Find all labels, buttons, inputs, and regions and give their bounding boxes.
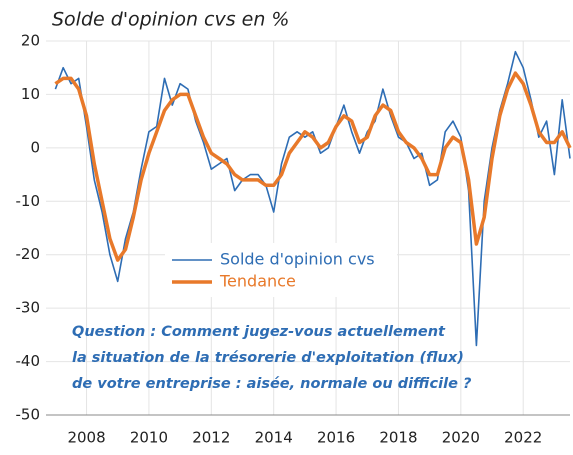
annotation: Question : Comment jugez-vous actuelleme… — [72, 324, 446, 340]
series-line — [54, 71, 572, 262]
annotation: la situation de la trésorerie d'exploita… — [72, 350, 464, 366]
y-tick-label: -30 — [16, 299, 41, 317]
y-tick-label: -20 — [16, 245, 41, 263]
x-tick-label: 2012 — [192, 429, 230, 447]
x-tick-label: 2022 — [504, 429, 542, 447]
x-tick-label: 2010 — [130, 429, 168, 447]
y-tick-label: -50 — [16, 406, 41, 424]
legend-label: Solde d'opinion cvs — [220, 250, 375, 269]
x-tick-label: 2018 — [379, 429, 417, 447]
annotation: de votre entreprise : aisée, normale ou … — [72, 376, 472, 392]
y-tick-label: 20 — [21, 32, 40, 50]
legend-label: Tendance — [219, 272, 296, 291]
y-tick-label: 0 — [30, 138, 40, 156]
x-tick-label: 2008 — [67, 429, 105, 447]
x-tick-label: 2020 — [442, 429, 480, 447]
series-line — [54, 50, 571, 347]
y-tick-label: 10 — [21, 85, 40, 103]
legend-box — [165, 243, 397, 297]
y-tick-label: -40 — [16, 352, 41, 370]
x-tick-label: 2016 — [317, 429, 355, 447]
x-tick-label: 2014 — [255, 429, 293, 447]
chart-title: Solde d'opinion cvs en % — [52, 9, 289, 31]
y-tick-label: -10 — [16, 192, 41, 210]
